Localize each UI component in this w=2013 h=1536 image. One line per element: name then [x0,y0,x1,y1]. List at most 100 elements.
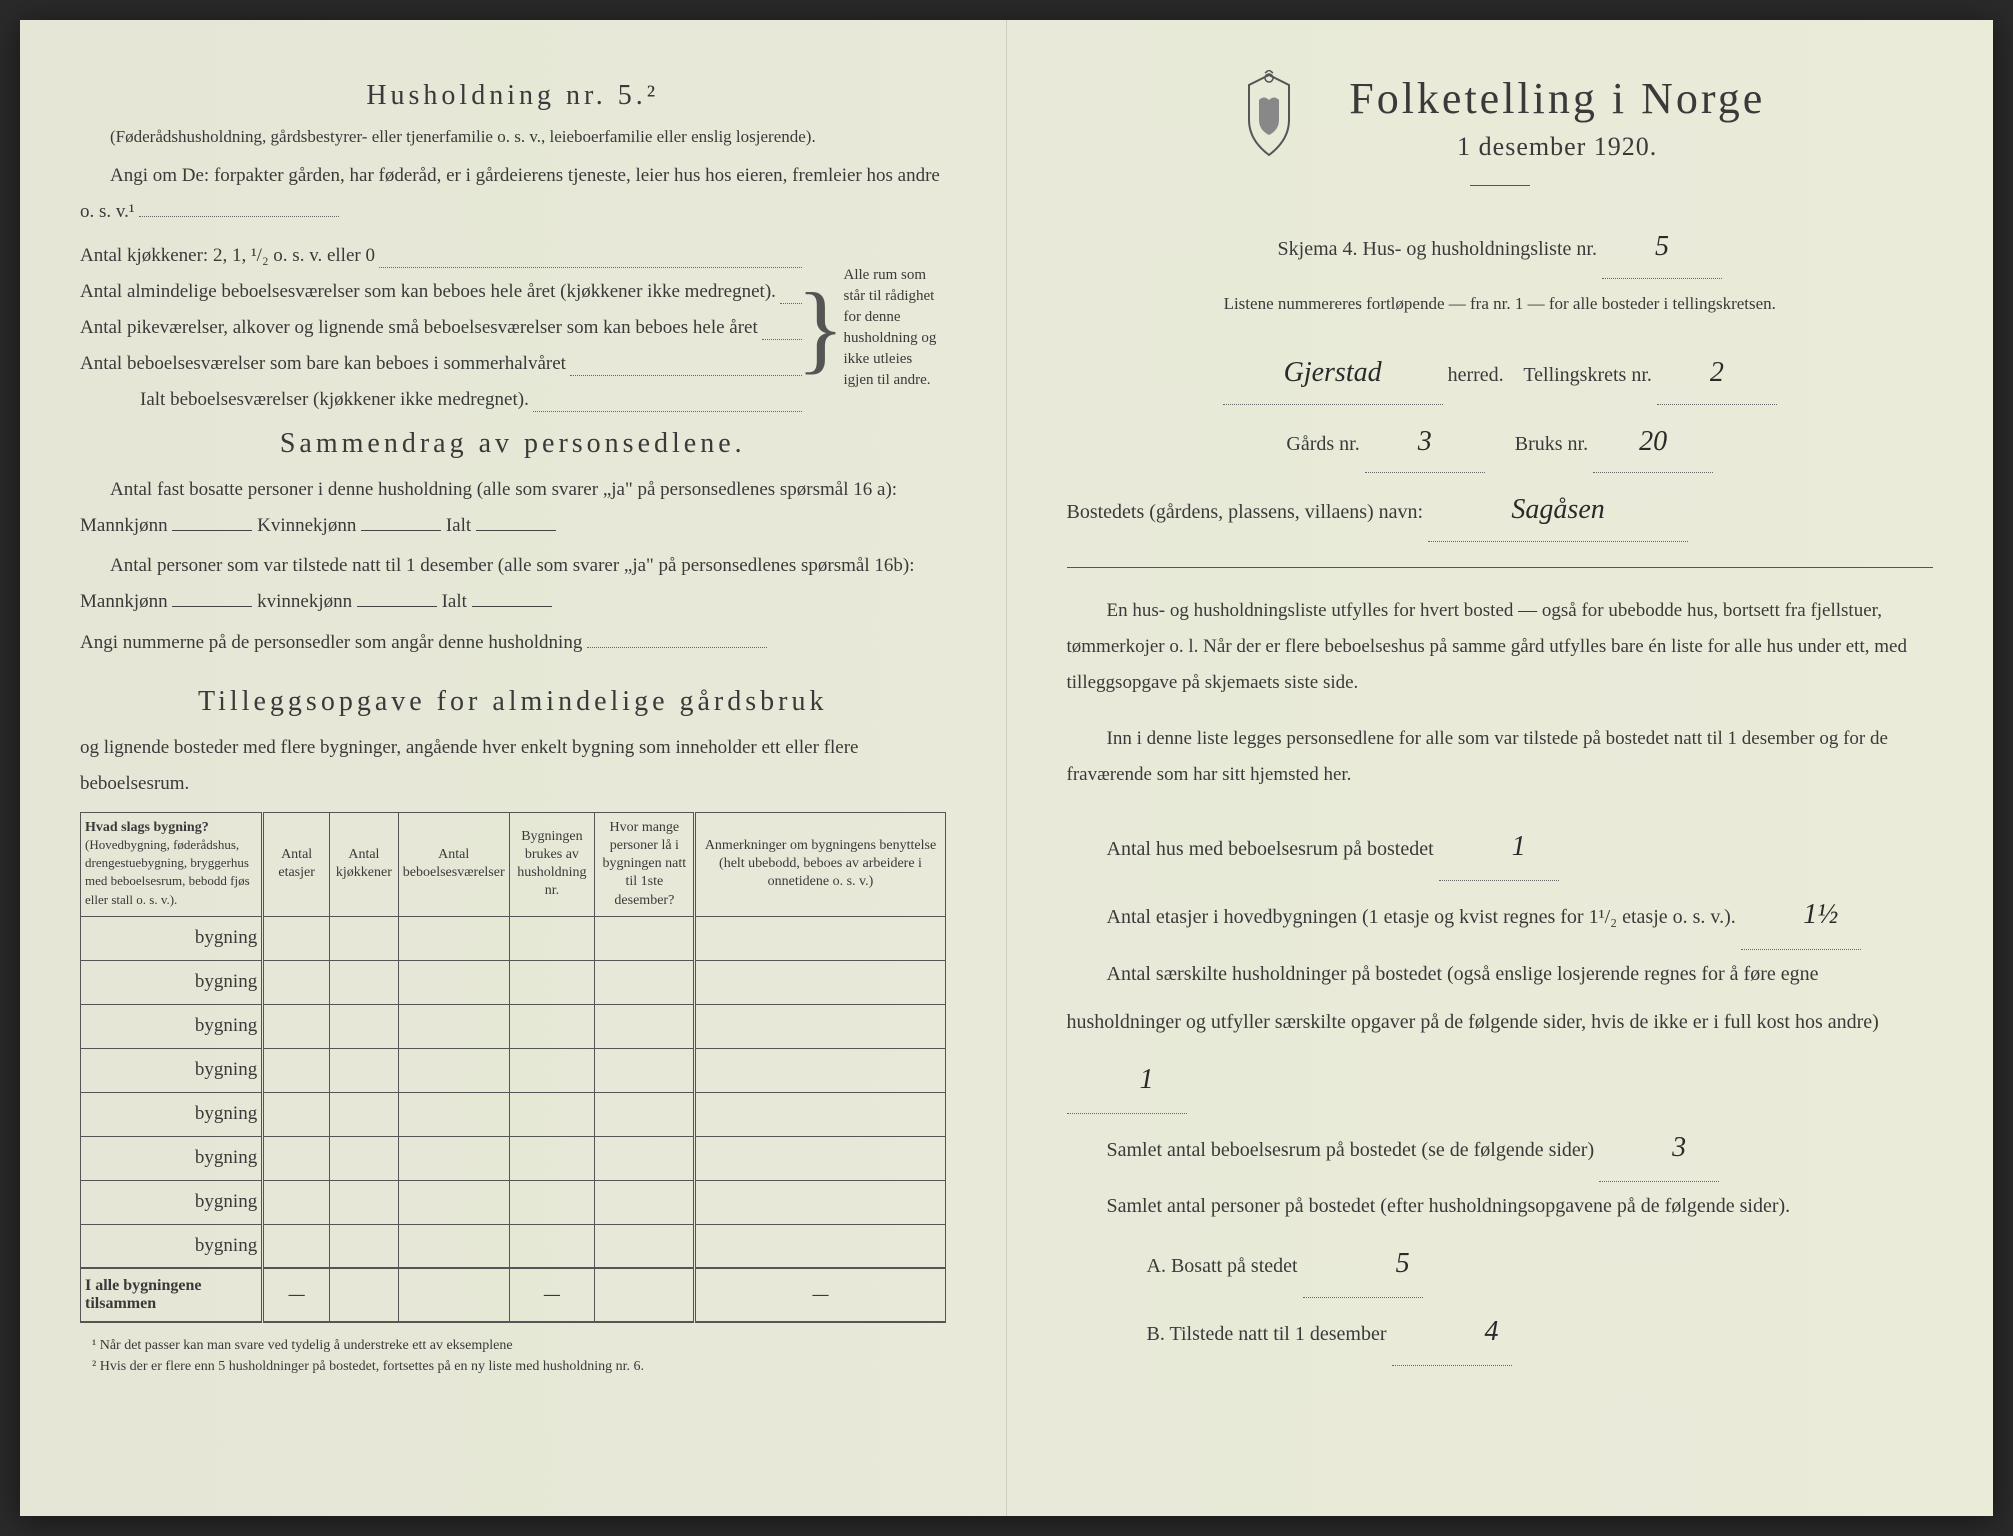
q5a-line: A. Bosatt på stedet 5 [1067,1230,1934,1298]
rooms-lines: Antal kjøkkener: 2, 1, ¹/₂ o. s. v. elle… [80,238,806,418]
table-row: bygning [81,1004,946,1048]
cell [695,1136,945,1180]
date-line: 1 desember 1920. [1349,132,1765,162]
kvinne-label-1: Kvinnekjønn [257,515,356,536]
form-label: Skjema 4. Hus- og husholdningsliste nr. [1278,238,1597,260]
coat-of-arms-icon [1234,70,1304,165]
household-subtitle: (Føderådshusholdning, gårdsbestyrer- ell… [80,124,946,150]
tillegg-subtitle: og lignende bosteder med flere bygninger… [80,730,946,802]
row-label-cell: bygning [81,1048,263,1092]
angi-numbers-blank [587,647,767,648]
cell [509,1004,595,1048]
cell [595,1004,695,1048]
cell [595,1092,695,1136]
cell [595,1180,695,1224]
rooms-line-1: Antal almindelige beboelsesværelser som … [80,274,806,310]
cell [330,1224,399,1268]
bruks-value: 20 [1593,411,1713,474]
cell [330,1092,399,1136]
cell [695,960,945,1004]
rooms-line-2: Antal pikeværelser, alkover og lignende … [80,310,806,346]
q2-label: Antal etasjer i hovedbygningen (1 etasje… [1107,906,1736,928]
ialt-field-2 [472,606,552,607]
cell [595,1048,695,1092]
ialt-label-1: Ialt [446,515,471,536]
footnote-1-text: Når det passer kan man svare ved tydelig… [100,1338,513,1353]
building-table: Hvad slags bygning? (Hovedbygning, føder… [80,812,946,1323]
row-label-cell: bygning [81,1224,263,1268]
cell [509,1180,595,1224]
col-header-5: Bygningen brukes av husholdning nr. [509,812,595,916]
ialt-field-1 [476,530,556,531]
col1-sub: (Hovedbygning, føderådshus, drengestueby… [85,837,250,907]
q4-value: 3 [1599,1114,1719,1182]
mann-field-2 [172,606,252,607]
herred-line: Gjerstad herred. Tellingskrets nr. 2 [1067,342,1934,405]
footnotes: ¹ Når det passer kan man svare ved tydel… [80,1335,946,1377]
cell [263,960,330,1004]
col-header-4: Antal beboelsesværelser [398,812,509,916]
q5a-value: 5 [1303,1230,1423,1298]
q1-label: Antal hus med beboelsesrum på bostedet [1107,838,1434,860]
q4-line: Samlet antal beboelsesrum på bostedet (s… [1067,1114,1934,1182]
cell [695,1048,945,1092]
q2-line: Antal etasjer i hovedbygningen (1 etasje… [1067,881,1934,949]
right-page: Folketelling i Norge 1 desember 1920. Sk… [1007,20,1994,1516]
gards-value: 3 [1365,411,1485,474]
table-body: bygning bygning bygning bygning bygning … [81,916,946,1322]
q5-line: Samlet antal personer på bostedet (efter… [1067,1182,1934,1230]
instruction-1: En hus- og husholdningsliste utfylles fo… [1067,593,1934,701]
main-title: Folketelling i Norge [1349,73,1765,124]
cell [263,916,330,960]
col-header-7: Anmerkninger om bygningens benyttelse (h… [695,812,945,916]
rooms-brace-section: Antal kjøkkener: 2, 1, ¹/₂ o. s. v. elle… [80,238,946,418]
left-page: Husholdning nr. 5.² (Føderådshusholdning… [20,20,1007,1516]
cell [509,1048,595,1092]
q5b-value: 4 [1392,1298,1512,1366]
footnote-2: ² Hvis der er flere enn 5 husholdninger … [80,1356,946,1377]
angi-text-content: Angi om De: forpakter gården, har føderå… [80,165,940,222]
cell [263,1180,330,1224]
cell [398,1224,509,1268]
cell [398,1004,509,1048]
cell [509,1136,595,1180]
herred-label: herred. [1448,364,1504,386]
summary-title: Sammendrag av personsedlene. [80,428,946,460]
rooms-dots-2 [762,310,802,340]
q1-value: 1 [1439,813,1559,881]
total-dash: — [263,1268,330,1322]
kitchens-dots [379,238,802,268]
summary-line-1: Antal fast bosatte personer i denne hush… [80,472,946,544]
row-label-cell: bygning [81,1180,263,1224]
cell [398,1048,509,1092]
col-header-1: Hvad slags bygning? (Hovedbygning, føder… [81,812,263,916]
table-row: bygning [81,960,946,1004]
summary-text-1: Antal fast bosatte personer i denne hush… [80,479,897,536]
instruction-2: Inn i denne liste legges personsedlene f… [1067,721,1934,793]
rooms-total-line: Ialt beboelsesværelser (kjøkkener ikke m… [80,382,806,418]
document-spread: Husholdning nr. 5.² (Føderådshusholdning… [20,20,1993,1516]
rooms-line-3: Antal beboelsesværelser som bare kan beb… [80,346,806,382]
rooms-label-1: Antal almindelige beboelsesværelser som … [80,274,776,310]
table-header: Hvad slags bygning? (Hovedbygning, føder… [81,812,946,916]
rooms-total-dots [533,382,802,412]
cell [330,916,399,960]
cell [595,1136,695,1180]
cell [263,1092,330,1136]
q5a-label: A. Bosatt på stedet [1147,1255,1298,1277]
table-row: bygning [81,1224,946,1268]
cell [595,1268,695,1322]
cell [330,1004,399,1048]
cell [398,1136,509,1180]
form-number-line: Skjema 4. Hus- og husholdningsliste nr. … [1067,216,1934,279]
rooms-label-2: Antal pikeværelser, alkover og lignende … [80,310,758,346]
rooms-dots-3 [570,346,802,376]
cell [695,1004,945,1048]
col-header-3: Antal kjøkkener [330,812,399,916]
title-block: Folketelling i Norge 1 desember 1920. [1349,73,1765,162]
q3-label: Antal særskilte husholdninger på bostede… [1067,963,1879,1033]
gards-line: Gårds nr. 3 Bruks nr. 20 [1067,411,1934,474]
footnote-1: ¹ Når det passer kan man svare ved tydel… [80,1335,946,1356]
cell [595,960,695,1004]
cell [330,1180,399,1224]
